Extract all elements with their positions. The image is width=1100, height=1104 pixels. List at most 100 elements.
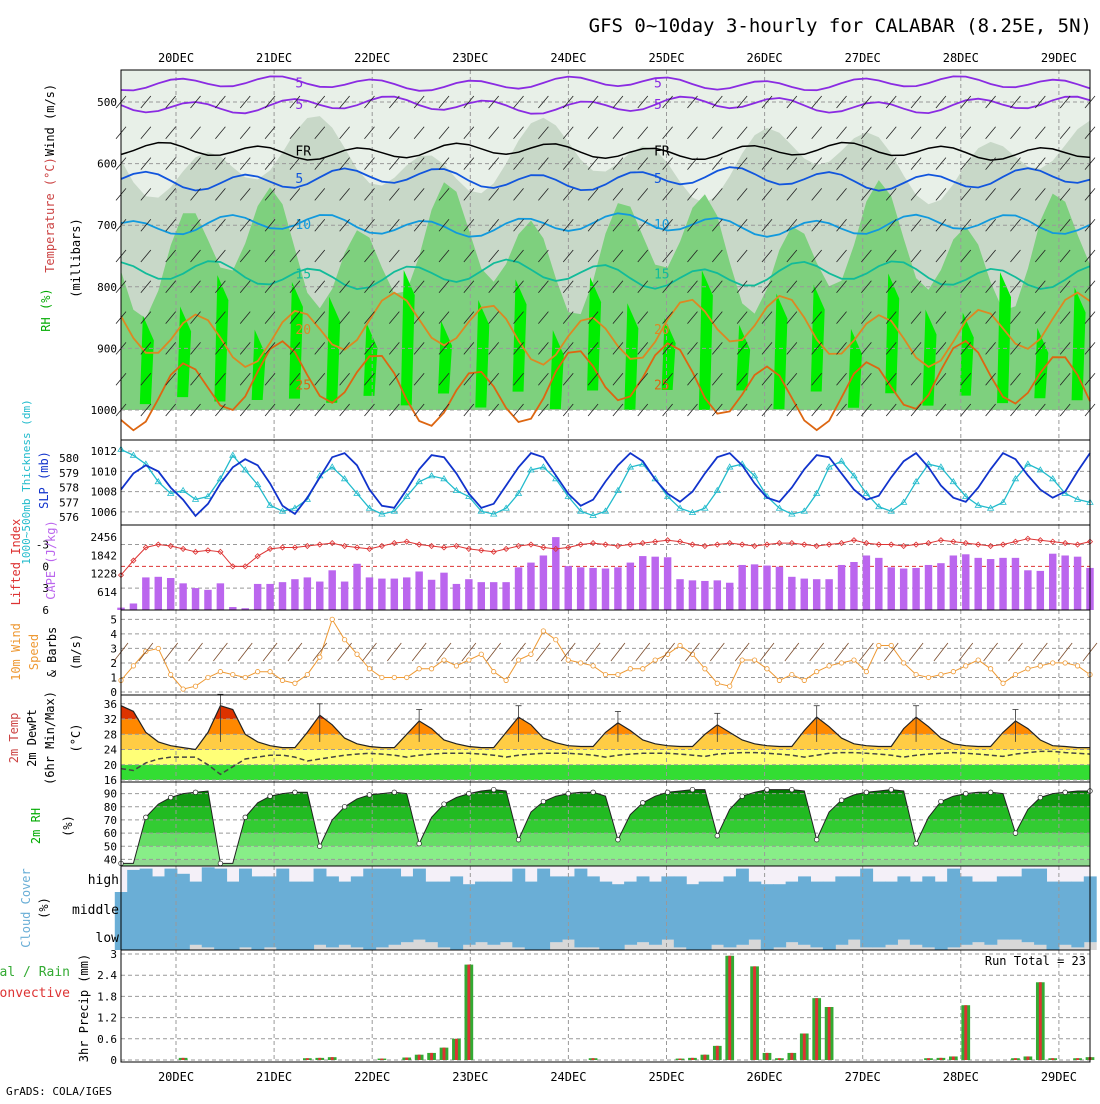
lifted-index-point <box>925 540 932 547</box>
wind-barb <box>463 157 475 170</box>
cloud-middle-bar <box>164 892 178 924</box>
wind-barb <box>413 311 425 324</box>
date-label: 29DEC <box>1041 1070 1077 1084</box>
wind-barb <box>1059 372 1071 386</box>
cape-bar <box>986 559 995 610</box>
lifted-index-point <box>863 540 870 547</box>
wind-speed-point <box>640 666 646 672</box>
thickness-point <box>726 463 734 470</box>
wind-barb <box>213 642 228 662</box>
rh-band <box>121 806 1090 820</box>
wind-barb <box>637 372 649 386</box>
wind-barb <box>513 342 524 355</box>
lifted-index-point <box>465 545 472 552</box>
cloud-middle-bar <box>996 892 1010 924</box>
cloud-low-fill <box>723 924 737 948</box>
lifted-index-point <box>527 541 535 548</box>
wind-barb <box>687 126 698 140</box>
date-label: 22DEC <box>354 1070 390 1084</box>
cape-li-panel: -3 0 3 6 614 1228 1842 2456 <box>36 524 1094 617</box>
cloud-low-bar <box>239 947 252 950</box>
wind-barb <box>463 218 475 232</box>
cloud-low-fill <box>822 924 836 950</box>
wind-barb <box>538 249 549 263</box>
lifted-index-point <box>689 541 696 548</box>
cape-bar <box>688 580 697 610</box>
cloud-high-bar <box>661 876 675 892</box>
cape-bar <box>1011 557 1020 610</box>
cloud-middle-bar <box>984 892 998 924</box>
wind-barb <box>165 218 176 232</box>
wind-barb <box>165 188 176 201</box>
wind-barb <box>190 218 201 232</box>
wind-barb <box>811 188 822 201</box>
wind-barb <box>389 157 400 170</box>
wind-barb <box>364 218 375 232</box>
wind-barb <box>513 188 524 201</box>
cape-bar <box>862 555 871 610</box>
contour-label: 20 <box>295 323 311 338</box>
cloud-middle-bar <box>388 892 402 924</box>
wind-barb <box>190 280 201 294</box>
lifted-index-point <box>403 538 410 545</box>
wind-barb <box>637 218 649 232</box>
cloud-low-fill <box>885 924 898 945</box>
wind-barb <box>960 157 972 170</box>
cape-bar <box>837 564 846 610</box>
temp-axis-label: 2m Temp <box>7 713 21 764</box>
minmax-axis-label: (6hr Min/Max) <box>43 691 57 785</box>
precip-convective-bar <box>753 966 757 1060</box>
thickness-point <box>179 486 187 493</box>
wind-barb <box>933 642 949 662</box>
wind-speed-point <box>714 680 720 686</box>
wind-speed-point <box>1025 666 1031 672</box>
cloud-low-bar <box>388 944 402 950</box>
cloud-middle-bar <box>648 892 662 924</box>
lifted-index-point <box>776 540 783 547</box>
cloud-low-fill <box>1058 924 1072 945</box>
wind-barb <box>438 218 450 232</box>
cloud-low-bar <box>325 947 339 950</box>
thickness-point <box>427 472 436 479</box>
cloud-level-label: low <box>96 931 120 946</box>
precip-convective-bar <box>1051 1058 1055 1060</box>
wind-barb <box>687 280 698 294</box>
wind-speed-point <box>975 657 981 663</box>
cloud-low-bar <box>897 939 911 950</box>
li-tick-label: 6 <box>42 604 49 617</box>
credit-label: GrADS: COLA/IGES <box>6 1085 112 1098</box>
lifted-index-point <box>440 544 448 551</box>
wind-barb <box>811 157 822 170</box>
rh-shade-bright <box>661 318 676 391</box>
wind-barb <box>861 372 872 386</box>
wind-barb <box>612 311 624 324</box>
cloud-middle-bar <box>301 892 315 924</box>
rh-point <box>739 793 745 799</box>
wind-barb <box>910 95 922 109</box>
date-label: 23DEC <box>452 1070 488 1084</box>
wind-barb <box>786 95 798 109</box>
wind-barb <box>734 642 750 662</box>
contour-label: 15 <box>654 267 670 282</box>
wind-barb <box>463 188 475 201</box>
wind-barb <box>314 95 326 109</box>
tick-label: 0 <box>110 1054 117 1067</box>
rh-point <box>938 798 944 805</box>
wind-barb <box>687 372 698 386</box>
wind-barb <box>662 218 673 232</box>
cloud-high-bar <box>226 881 240 892</box>
thickness-point <box>539 463 548 470</box>
slp-axis-label: SLP (mb) <box>37 451 51 509</box>
rh-line <box>121 789 1090 864</box>
cloud-low-fill <box>450 924 464 950</box>
wind-barb <box>513 157 524 170</box>
wind-barb <box>587 218 599 232</box>
wind-barb <box>960 342 972 355</box>
precip-convective-bar <box>1038 982 1042 1060</box>
wind-barb <box>438 311 450 324</box>
wind-barb <box>960 218 972 232</box>
wind-barb <box>761 95 773 109</box>
wind-barb <box>314 372 326 386</box>
cloud-middle-bar <box>586 892 600 924</box>
